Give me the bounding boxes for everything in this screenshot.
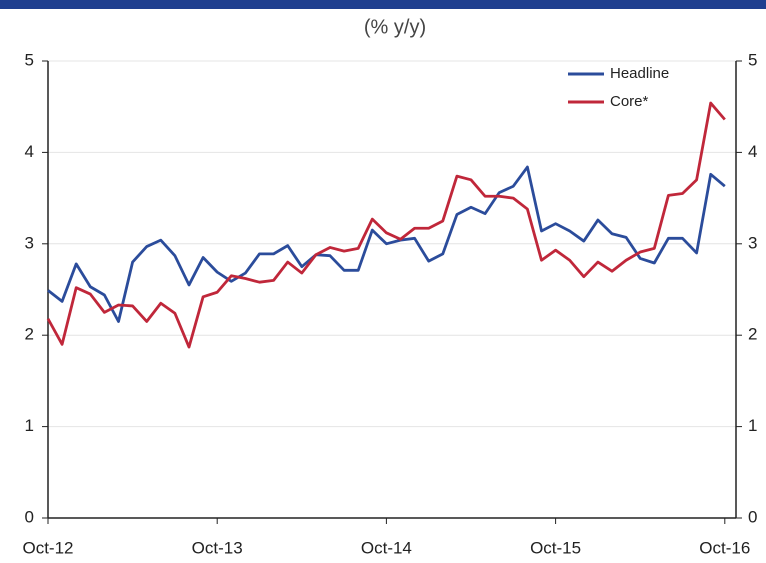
y-tick-label: 4 [25, 142, 34, 161]
series-line [46, 101, 726, 349]
y-tick-label: 0 [25, 507, 34, 526]
y-tick-label: 1 [25, 416, 34, 435]
legend-label: Headline [610, 65, 669, 82]
x-tick-label: Oct-15 [530, 538, 581, 557]
y2-tick-label: 5 [748, 50, 757, 69]
y-tick-label: 5 [25, 50, 34, 69]
banner [0, 0, 766, 9]
series-line [47, 165, 726, 323]
chart-subtitle: (% y/y) [364, 16, 426, 38]
y2-tick-label: 1 [748, 416, 757, 435]
x-tick-label: Oct-13 [192, 538, 243, 557]
x-tick-label: Oct-14 [361, 538, 412, 557]
y2-tick-label: 3 [748, 233, 757, 252]
y2-tick-label: 4 [748, 142, 757, 161]
legend-label: Core* [610, 93, 649, 110]
x-tick-label: Oct-16 [699, 538, 750, 557]
y-tick-label: 3 [25, 233, 34, 252]
x-tick-label: Oct-12 [22, 538, 73, 557]
y2-tick-label: 0 [748, 507, 757, 526]
y2-tick-label: 2 [748, 325, 757, 344]
y-tick-label: 2 [25, 325, 34, 344]
